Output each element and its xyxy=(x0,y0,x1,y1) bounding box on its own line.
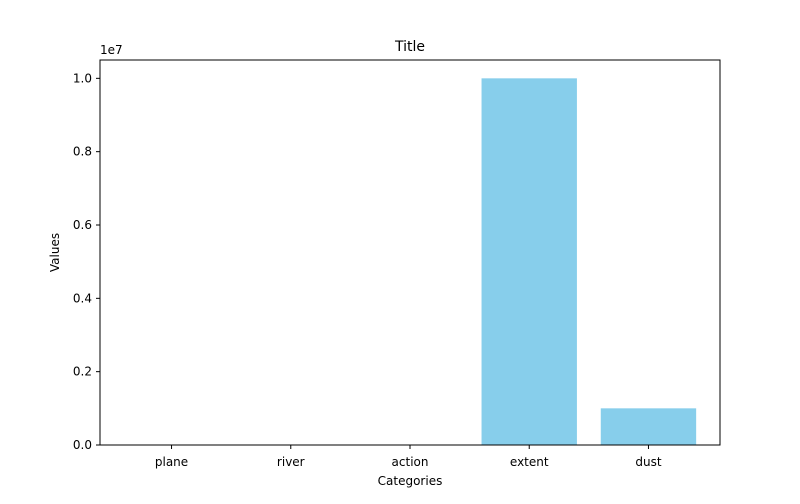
y-offset-label: 1e7 xyxy=(100,43,123,57)
y-tick-label: 0.0 xyxy=(73,438,92,452)
x-tick-label: dust xyxy=(635,455,661,469)
bar-dust xyxy=(600,408,697,445)
y-tick-label: 0.8 xyxy=(73,145,92,159)
chart-title: Title xyxy=(394,39,425,55)
y-axis: 0.0 0.2 0.4 0.6 0.8 1.0 xyxy=(73,71,100,452)
x-tick-label: extent xyxy=(510,455,549,469)
x-axis: plane river action extent dust xyxy=(155,445,662,469)
x-tick-label: river xyxy=(277,455,305,469)
y-axis-label: Values xyxy=(48,233,62,272)
y-tick-label: 0.6 xyxy=(73,218,92,232)
x-tick-label: action xyxy=(392,455,429,469)
y-tick-label: 0.2 xyxy=(73,365,92,379)
bar-extent xyxy=(481,78,577,445)
y-tick-label: 1.0 xyxy=(73,71,92,85)
x-tick-label: plane xyxy=(155,455,188,469)
x-axis-label: Categories xyxy=(378,474,443,488)
y-tick-label: 0.4 xyxy=(73,291,92,305)
bars xyxy=(481,78,697,445)
